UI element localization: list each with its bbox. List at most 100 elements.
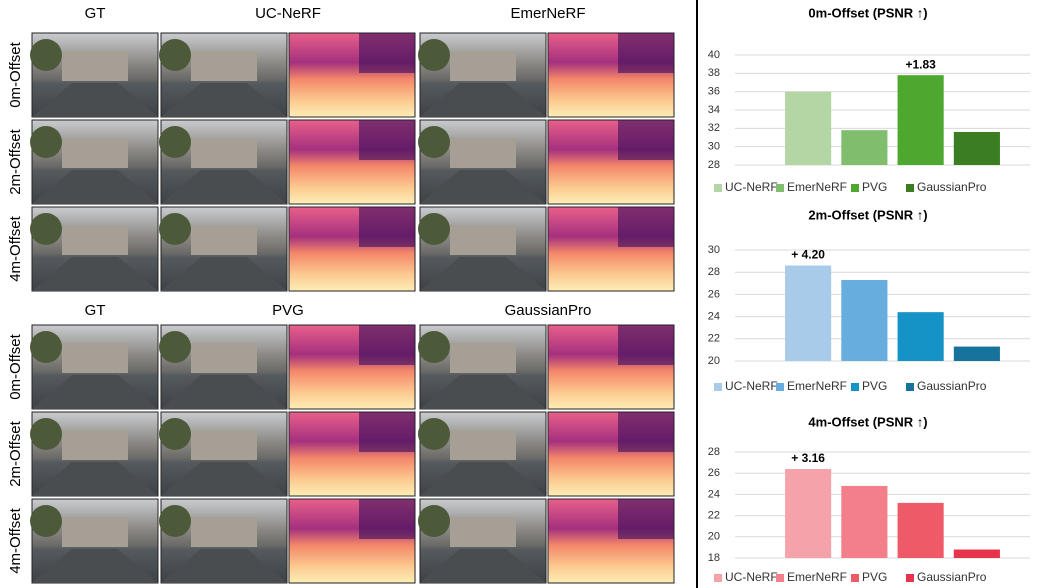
legend-label: PVG — [862, 180, 887, 194]
building — [191, 430, 257, 460]
legend-swatch — [714, 184, 722, 192]
building — [450, 430, 516, 460]
legend-label: UC-NeRF — [725, 379, 778, 393]
legend-swatch — [776, 184, 784, 192]
far-region — [618, 499, 674, 539]
tree — [30, 126, 62, 158]
building — [62, 138, 128, 168]
tree — [418, 418, 450, 450]
y-tick-label: 20 — [708, 355, 720, 367]
legend-swatch — [714, 383, 722, 391]
tree — [30, 331, 62, 363]
bar — [785, 469, 831, 558]
far-region — [618, 120, 674, 160]
column-header: EmerNeRF — [510, 5, 585, 22]
tree — [418, 331, 450, 363]
building — [450, 138, 516, 168]
tree — [159, 39, 191, 71]
tree — [159, 213, 191, 245]
bar — [898, 75, 944, 165]
y-tick-label: 30 — [708, 244, 720, 256]
row-label: 2m-Offset — [7, 128, 24, 194]
building — [450, 225, 516, 255]
legend-label: PVG — [862, 379, 887, 393]
bar — [785, 92, 831, 165]
column-header: GaussianPro — [505, 302, 592, 319]
building — [450, 343, 516, 373]
y-tick-label: 38 — [708, 67, 720, 79]
far-region — [359, 33, 415, 73]
annotation: + 4.20 — [791, 248, 825, 262]
legend-label: GaussianPro — [917, 379, 987, 393]
y-tick-label: 28 — [708, 159, 720, 171]
bar — [954, 132, 1000, 165]
tree — [418, 126, 450, 158]
tree — [30, 418, 62, 450]
tree — [159, 505, 191, 537]
legend-swatch — [776, 383, 784, 391]
far-region — [618, 207, 674, 247]
far-region — [618, 412, 674, 452]
y-tick-label: 18 — [708, 552, 720, 564]
legend-swatch — [851, 574, 859, 582]
annotation: + 3.16 — [791, 451, 825, 465]
building — [62, 51, 128, 81]
y-tick-label: 40 — [708, 49, 720, 61]
annotation: +1.83 — [905, 57, 936, 71]
tree — [30, 213, 62, 245]
tree — [159, 331, 191, 363]
y-tick-label: 34 — [708, 104, 720, 116]
tree — [30, 39, 62, 71]
y-tick-label: 30 — [708, 141, 720, 153]
tree — [159, 418, 191, 450]
legend-label: EmerNeRF — [787, 180, 847, 194]
building — [62, 343, 128, 373]
bar — [841, 486, 887, 558]
y-tick-label: 26 — [708, 467, 720, 479]
legend-label: UC-NeRF — [725, 570, 778, 584]
chart-title: 4m-Offset (PSNR ↑) — [808, 414, 927, 429]
y-tick-label: 24 — [708, 488, 720, 500]
tree — [418, 505, 450, 537]
bar — [954, 347, 1000, 361]
y-tick-label: 28 — [708, 446, 720, 458]
tree — [30, 505, 62, 537]
legend-label: EmerNeRF — [787, 570, 847, 584]
legend-label: EmerNeRF — [787, 379, 847, 393]
tree — [418, 213, 450, 245]
legend-swatch — [776, 574, 784, 582]
building — [191, 225, 257, 255]
legend-label: UC-NeRF — [725, 180, 778, 194]
building — [62, 517, 128, 547]
chart-title: 2m-Offset (PSNR ↑) — [808, 207, 927, 222]
building — [191, 138, 257, 168]
far-region — [618, 325, 674, 365]
bar — [898, 503, 944, 558]
column-header: UC-NeRF — [255, 5, 321, 22]
y-tick-label: 20 — [708, 531, 720, 543]
far-region — [359, 499, 415, 539]
column-header: PVG — [272, 302, 304, 319]
legend-swatch — [714, 574, 722, 582]
row-label: 0m-Offset — [7, 41, 24, 107]
far-region — [359, 412, 415, 452]
chart-title: 0m-Offset (PSNR ↑) — [808, 5, 927, 20]
legend-swatch — [906, 383, 914, 391]
bar — [785, 266, 831, 361]
y-tick-label: 24 — [708, 311, 720, 323]
column-header: GT — [85, 302, 106, 319]
row-label: 4m-Offset — [7, 215, 24, 281]
building — [191, 517, 257, 547]
y-tick-label: 32 — [708, 122, 720, 134]
bar — [954, 550, 1000, 558]
building — [62, 225, 128, 255]
legend-swatch — [851, 383, 859, 391]
row-label: 0m-Offset — [7, 333, 24, 399]
far-region — [359, 207, 415, 247]
legend-label: PVG — [862, 570, 887, 584]
building — [450, 51, 516, 81]
building — [191, 343, 257, 373]
building — [191, 51, 257, 81]
bar — [898, 312, 944, 361]
far-region — [359, 325, 415, 365]
